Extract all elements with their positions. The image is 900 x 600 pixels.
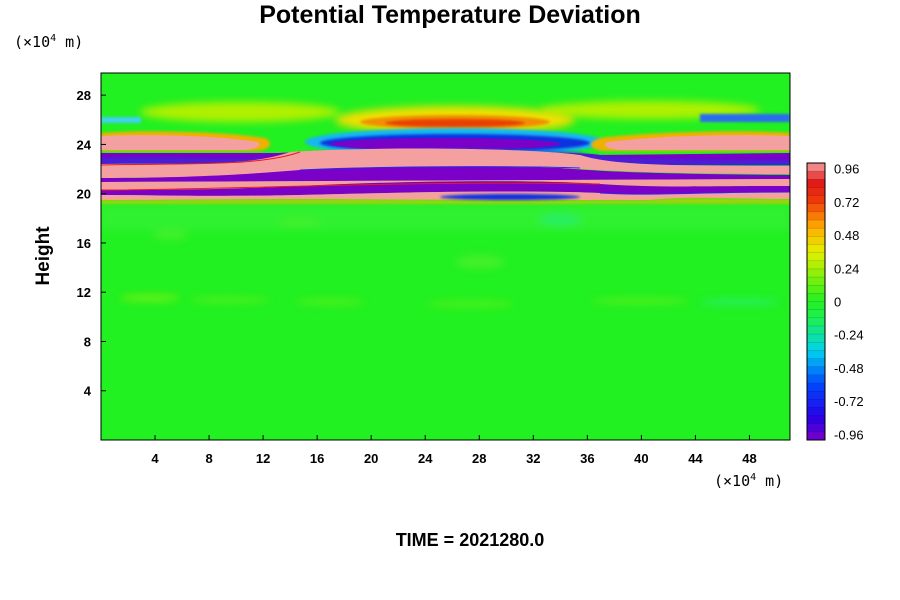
- colorbar-swatch: [807, 195, 825, 205]
- colorbar-swatch: [807, 407, 825, 417]
- colorbar-swatch: [807, 268, 825, 278]
- colorbar-swatch: [807, 187, 825, 197]
- colorbar-swatch: [807, 309, 825, 319]
- colorbar-swatch: [807, 317, 825, 327]
- colorbar-swatch: [807, 171, 825, 180]
- x-tick-label: 28: [472, 451, 486, 466]
- y-tick-label: 28: [77, 88, 91, 103]
- colorbar-swatch: [807, 423, 825, 433]
- colorbar-label: 0.72: [834, 195, 859, 210]
- x-tick-label: 12: [256, 451, 270, 466]
- colorbar-label: -0.96: [834, 427, 864, 442]
- x-tick-label: 4: [151, 451, 159, 466]
- colorbar-swatch: [807, 260, 825, 270]
- y-tick-label: 16: [77, 236, 91, 251]
- chart-title: Potential Temperature Deviation: [259, 1, 641, 29]
- y-tick-label: 8: [84, 334, 91, 349]
- y-tick-label: 20: [77, 187, 91, 202]
- colorbar-label: 0.48: [834, 228, 859, 243]
- x-tick-label: 24: [418, 451, 433, 466]
- x-tick-label: 20: [364, 451, 378, 466]
- colorbar-swatch: [807, 415, 825, 425]
- x-tick-label: 40: [634, 451, 648, 466]
- colorbar-label: 0: [834, 295, 841, 310]
- colorbar-swatch: [807, 252, 825, 262]
- colorbar-swatch: [807, 179, 825, 188]
- colorbar-swatch: [807, 163, 825, 172]
- y-tick-label: 24: [77, 137, 92, 152]
- colorbar-label: -0.48: [834, 361, 864, 376]
- colorbar-swatch: [807, 374, 825, 384]
- colorbar-frame: [806, 162, 826, 441]
- x-tick-label: 44: [688, 451, 703, 466]
- colorbar-swatch: [807, 203, 825, 213]
- colorbar-swatch: [807, 431, 825, 441]
- colorbar-label: -0.24: [834, 328, 864, 343]
- colorbar-swatch: [807, 220, 825, 229]
- x-tick-label: 36: [580, 451, 594, 466]
- colorbar-swatch: [807, 277, 825, 286]
- colorbar-label: 0.24: [834, 261, 859, 276]
- colorbar-swatch: [807, 293, 825, 302]
- colorbar-swatch: [807, 236, 825, 245]
- colorbar-label: -0.72: [834, 394, 864, 409]
- time-footer: TIME = 2021280.0: [395, 530, 545, 550]
- x-tick-label: 8: [205, 451, 212, 466]
- colorbar-swatch: [807, 399, 825, 408]
- colorbar-swatch: [807, 301, 825, 311]
- colorbar-swatch: [807, 228, 825, 237]
- x-tick-label: 32: [526, 451, 540, 466]
- colorbar-swatch: [807, 285, 825, 294]
- colorbar-swatch: [807, 334, 825, 343]
- colorbar-swatch: [807, 350, 825, 360]
- colorbar-swatch: [807, 211, 825, 221]
- colorbar-swatch: [807, 391, 825, 400]
- y-axis-unit: (×104 m): [14, 33, 84, 51]
- y-tick-label: 12: [77, 285, 91, 300]
- colorbar-label: 0.96: [834, 162, 859, 177]
- heatmap-field: [101, 73, 790, 440]
- y-tick-label: 4: [84, 384, 92, 399]
- colorbar-swatch: [807, 382, 825, 392]
- colorbar-swatch: [807, 325, 825, 335]
- x-tick-label: 16: [310, 451, 324, 466]
- colorbar-swatch: [807, 244, 825, 254]
- upper-structures: [101, 101, 790, 156]
- lower-noise: [101, 205, 790, 307]
- saturated-layers: [101, 147, 790, 204]
- colorbar-swatch: [807, 358, 825, 368]
- colorbar-swatch: [807, 342, 825, 351]
- x-tick-label: 48: [742, 451, 756, 466]
- colorbar-swatch: [807, 366, 825, 376]
- x-axis-unit: (×104 m): [714, 472, 784, 490]
- colorbar: 0.96 0.72 0.48 0.24 0 -0.24 -0.48 -0.72 -0.96: [806, 162, 864, 442]
- plot-frame: [100, 72, 791, 441]
